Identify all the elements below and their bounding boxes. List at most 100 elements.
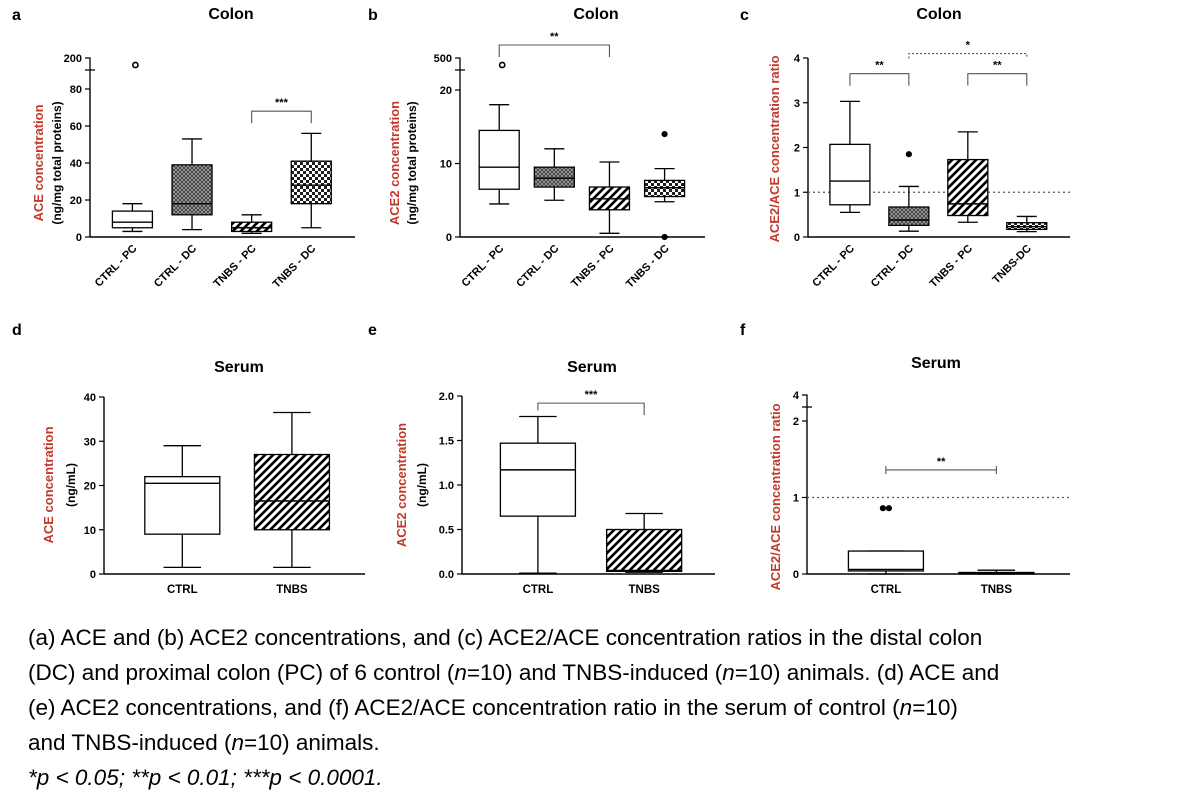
panel-letter: b bbox=[368, 7, 378, 24]
category-label: CTRL - DC bbox=[152, 243, 199, 290]
y-tick-label: 0.0 bbox=[439, 569, 454, 581]
figure-caption: (a) ACE and (b) ACE2 concentrations, and… bbox=[28, 620, 1163, 795]
box-1: CTRL - DC bbox=[869, 151, 930, 290]
significance-bracket bbox=[908, 52, 1028, 59]
box-1: TNBS bbox=[253, 411, 331, 596]
y-tick-label: 2 bbox=[794, 143, 800, 155]
y-axis-title: ACE concentration bbox=[31, 104, 46, 221]
caption-line-1: (a) ACE and (b) ACE2 concentrations, and… bbox=[28, 625, 983, 650]
caption-line-2: (DC) and proximal colon (PC) of 6 contro… bbox=[28, 660, 1000, 685]
category-label: TNBS-DC bbox=[990, 243, 1034, 287]
box-0: CTRL bbox=[499, 415, 577, 596]
significance-label: * bbox=[966, 40, 971, 52]
box-0: CTRL - PC bbox=[810, 100, 871, 290]
y-tick-label: 1.5 bbox=[439, 436, 454, 448]
panel-title: Colon bbox=[916, 6, 961, 23]
y-tick-label: 30 bbox=[84, 436, 96, 448]
box-0: CTRL bbox=[144, 445, 221, 596]
y-tick-label: 4 bbox=[794, 53, 801, 65]
box-0: CTRL - PC bbox=[460, 61, 520, 289]
y-axis-title: ACE concentration bbox=[41, 426, 56, 543]
panel-title: Serum bbox=[214, 359, 264, 376]
significance-bracket bbox=[498, 44, 610, 57]
panel-d: d Serum 0 10 20 30 40 ACE concentration (ng/mL) C… bbox=[12, 322, 365, 596]
box-2: TNBS - PC bbox=[211, 214, 273, 290]
caption-line-4: and TNBS-induced (n=10) animals. bbox=[28, 730, 380, 755]
y-tick-label: 3 bbox=[794, 98, 800, 110]
category-label: TNBS - DC bbox=[624, 243, 672, 291]
axis-break bbox=[455, 57, 465, 90]
category-label: CTRL bbox=[871, 584, 902, 596]
y-tick-label: 0 bbox=[90, 569, 96, 581]
y-axis-subtitle: (ng/mL) bbox=[415, 463, 429, 507]
significance-label: *** bbox=[585, 389, 599, 401]
significance-bracket bbox=[967, 73, 1028, 86]
box-iqr bbox=[947, 158, 989, 217]
box-iqr bbox=[290, 160, 332, 205]
box-iqr bbox=[111, 210, 154, 229]
significance-bracket bbox=[251, 110, 312, 124]
y-tick-label: 0 bbox=[76, 232, 82, 244]
panel-letter: e bbox=[368, 322, 377, 339]
y-axis-title: ACE2/ACE concentration ratio bbox=[768, 403, 783, 590]
category-label: TNBS bbox=[276, 584, 308, 596]
y-axis-subtitle: (ng/mL) bbox=[64, 463, 78, 507]
panel-f: f Serum 0 1 2 4 ACE2/ACE concentration ratio CT… bbox=[740, 322, 1070, 596]
panel-letter: c bbox=[740, 7, 749, 24]
y-tick-label: 40 bbox=[70, 158, 82, 170]
category-label: CTRL - PC bbox=[93, 243, 140, 290]
panel-title: Serum bbox=[911, 355, 961, 372]
category-label: TNBS - PC bbox=[211, 243, 258, 290]
box-1: CTRL - DC bbox=[514, 148, 575, 290]
box-iqr bbox=[171, 164, 213, 216]
panel-title: Colon bbox=[208, 6, 253, 23]
y-tick-label: 0 bbox=[793, 569, 799, 581]
box-1: TNBS bbox=[958, 569, 1035, 596]
significance-label: ** bbox=[550, 31, 559, 43]
category-label: TNBS - PC bbox=[569, 243, 616, 290]
category-label: TNBS bbox=[629, 584, 661, 596]
box-3: TNBS - DC bbox=[271, 132, 332, 290]
y-break-tick-label: 200 bbox=[64, 53, 82, 65]
axis-break bbox=[802, 394, 812, 421]
box-iqr bbox=[253, 453, 331, 531]
outlier-point bbox=[879, 505, 887, 512]
category-label: CTRL - PC bbox=[810, 243, 857, 290]
y-tick-label: 80 bbox=[70, 84, 82, 96]
y-break-tick-label: 500 bbox=[434, 53, 452, 65]
significance-label: *** bbox=[275, 97, 289, 109]
box-0: CTRL - PC bbox=[93, 61, 154, 290]
y-tick-label: 1 bbox=[794, 187, 800, 199]
y-axis-title: ACE2 concentration bbox=[394, 423, 409, 547]
y-tick-label: 20 bbox=[84, 481, 96, 493]
box-1: CTRL - DC bbox=[152, 138, 213, 290]
box-iqr bbox=[533, 166, 575, 188]
outlier-point bbox=[131, 61, 139, 69]
outlier-point bbox=[661, 233, 668, 241]
y-axis-subtitle: (ng/mg total proteins) bbox=[50, 101, 64, 224]
panel-title: Colon bbox=[573, 6, 618, 23]
panel-title: Serum bbox=[567, 359, 617, 376]
box-iqr bbox=[606, 528, 683, 572]
box-3: TNBS - DC bbox=[624, 131, 686, 291]
y-axis-title: ACE2/ACE concentration ratio bbox=[767, 55, 782, 242]
y-axis-title: ACE2 concentration bbox=[387, 101, 402, 225]
y-tick-label: 20 bbox=[70, 195, 82, 207]
category-label: CTRL bbox=[167, 584, 198, 596]
box-0: CTRL bbox=[847, 505, 925, 596]
significance-note: *p < 0.05; **p < 0.01; ***p < 0.0001. bbox=[28, 765, 383, 790]
y-tick-label: 1 bbox=[793, 493, 799, 505]
y-tick-label: 0.5 bbox=[439, 525, 454, 537]
box-2: TNBS - PC bbox=[928, 131, 989, 290]
box-2: TNBS - PC bbox=[569, 161, 631, 290]
significance-bracket bbox=[885, 465, 997, 474]
y-tick-label: 1.0 bbox=[439, 480, 454, 492]
box-iqr bbox=[478, 129, 520, 190]
y-tick-label: 10 bbox=[440, 159, 452, 171]
y-tick-label: 60 bbox=[70, 121, 82, 133]
category-label: CTRL bbox=[523, 584, 554, 596]
significance-bracket bbox=[537, 402, 645, 416]
caption-line-3: (e) ACE2 concentrations, and (f) ACE2/AC… bbox=[28, 695, 958, 720]
panel-e: e Serum 0.0 0.5 1.0 1.5 2.0 ACE2 concentration (… bbox=[368, 322, 715, 596]
